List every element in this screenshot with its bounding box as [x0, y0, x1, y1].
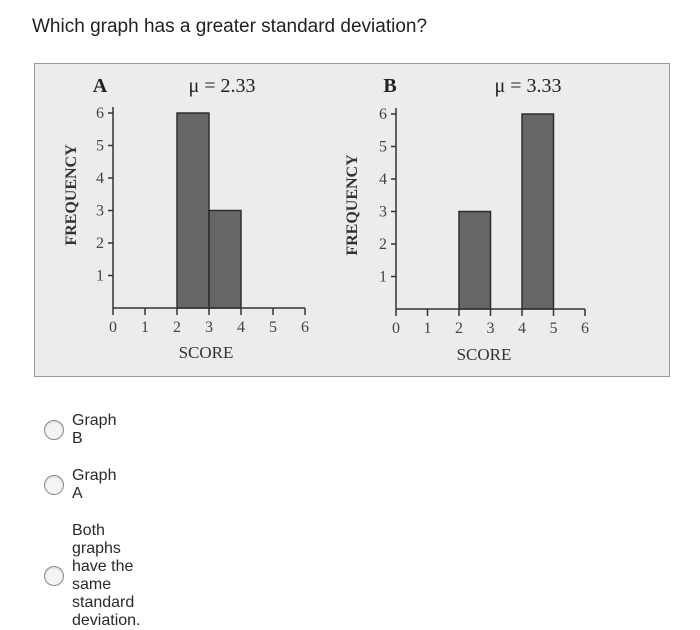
option-label: Both graphs have the same standard devia… — [72, 522, 141, 629]
y-tick-label: 3 — [96, 203, 104, 220]
option-label: Graph B — [72, 412, 117, 447]
chart-title: B — [383, 75, 396, 97]
y-tick-label: 5 — [96, 138, 104, 155]
histogram-bar — [208, 209, 242, 309]
figure-panel — [34, 63, 670, 377]
y-tick-label: 6 — [379, 106, 387, 123]
mean-annotation: μ = 3.33 — [494, 75, 561, 97]
x-tick-label: 4 — [237, 319, 245, 336]
radio-button[interactable] — [44, 475, 64, 495]
chart-b: B μ = 3.33 FREQUENCY SCORE 1 2 3 4 5 6 0 1 2 3 4 5 6 — [344, 75, 589, 364]
y-tick-label: 6 — [96, 105, 104, 122]
y-tick-label: 3 — [379, 204, 387, 221]
y-tick-label: 2 — [379, 236, 387, 253]
histogram-bar — [521, 113, 555, 310]
mean-annotation: μ = 2.33 — [188, 75, 255, 97]
option-same-deviation[interactable]: Both graphs have the same standard devia… — [44, 522, 141, 630]
question-text: Which graph has a greater standard devia… — [32, 16, 428, 37]
x-tick-label: 2 — [455, 320, 463, 337]
y-axis-label: FREQUENCY — [63, 144, 80, 246]
y-tick-label: 5 — [379, 139, 387, 156]
x-tick-label: 6 — [581, 320, 589, 337]
chart-title: A — [93, 75, 108, 97]
x-tick-label: 2 — [173, 319, 181, 336]
x-tick-label: 3 — [487, 320, 495, 337]
y-tick-label: 2 — [96, 235, 104, 252]
x-tick-label: 0 — [392, 320, 400, 337]
chart-a: A μ = 2.33 FREQUENCY SCORE 1 2 3 4 5 6 0 1 2 3 4 5 6 — [63, 75, 309, 362]
y-tick-label: 4 — [379, 171, 387, 188]
option-graph-b[interactable]: Graph B — [44, 412, 116, 448]
x-tick-label: 5 — [550, 320, 558, 337]
x-tick-label: 5 — [269, 319, 277, 336]
option-label: Graph A — [72, 467, 117, 502]
x-tick-label: 1 — [424, 320, 432, 337]
x-tick-label: 3 — [205, 319, 213, 336]
x-tick-label: 6 — [301, 319, 309, 336]
y-tick-label: 1 — [96, 268, 104, 285]
option-graph-a[interactable]: Graph A — [44, 467, 116, 503]
x-tick-label: 4 — [518, 320, 526, 337]
x-tick-label: 1 — [141, 319, 149, 336]
y-tick-label: 1 — [379, 269, 387, 286]
radio-button[interactable] — [44, 420, 64, 440]
y-axis-label: FREQUENCY — [344, 154, 361, 256]
histogram-bar — [458, 210, 492, 310]
x-tick-label: 0 — [109, 319, 117, 336]
histogram-bar — [176, 112, 210, 309]
y-tick-label: 4 — [96, 170, 104, 187]
radio-button[interactable] — [44, 566, 64, 586]
histogram-figure: A μ = 2.33 FREQUENCY SCORE 1 2 3 4 5 6 0 1 2 3 4 5 6… — [63, 75, 589, 364]
x-axis-label: SCORE — [457, 345, 512, 364]
x-axis-label: SCORE — [179, 343, 234, 362]
